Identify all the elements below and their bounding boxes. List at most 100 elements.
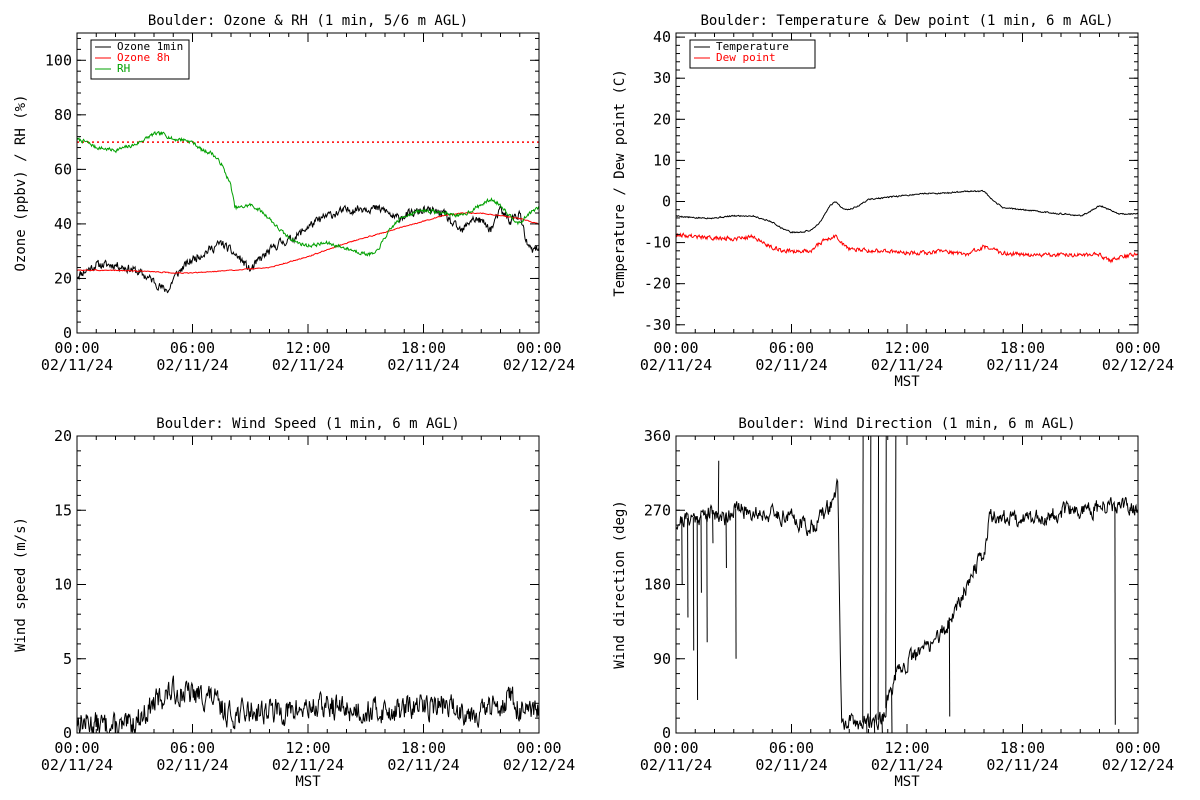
wind_speed-y-tick-label: 0 bbox=[63, 724, 72, 742]
wind_speed-y-tick-label: 20 bbox=[54, 427, 72, 445]
wind_speed-title: Boulder: Wind Speed (1 min, 6 m AGL) bbox=[156, 416, 459, 432]
temperature-plot-area bbox=[676, 189, 1138, 264]
temperature-y-tick-label: 10 bbox=[653, 151, 671, 169]
wind_speed-y-axis-label: Wind speed (m/s) bbox=[13, 517, 29, 652]
wind_direction-x-axis-label: MST bbox=[894, 774, 920, 790]
temperature-x-tick-label-time: 00:00 bbox=[653, 339, 698, 357]
temperature-panel: Boulder: Temperature & Dew point (1 min,… bbox=[612, 13, 1174, 390]
temperature-legend-label: Dew point bbox=[716, 51, 776, 64]
wind_speed-x-tick-label-time: 00:00 bbox=[516, 739, 561, 757]
wind_speed-x-tick-label-time: 12:00 bbox=[285, 739, 330, 757]
ozone-y-axis-label: Ozone (ppbv) / RH (%) bbox=[13, 94, 29, 271]
ozone-legend-label: Ozone 8h bbox=[117, 51, 170, 64]
ozone-x-tick-label-time: 18:00 bbox=[401, 339, 446, 357]
temperature-title: Boulder: Temperature & Dew point (1 min,… bbox=[700, 13, 1113, 29]
temperature-y-tick-label: 30 bbox=[653, 69, 671, 87]
wind_speed-axes-frame bbox=[76, 435, 540, 734]
ozone-y-tick-label: 60 bbox=[54, 160, 72, 178]
wind_speed-y-tick-label: 5 bbox=[63, 650, 72, 668]
ozone-legend-label: RH bbox=[117, 62, 130, 75]
wind_direction-x-tick-label-time: 12:00 bbox=[884, 739, 929, 757]
ozone-x-tick-label-date: 02/12/24 bbox=[503, 356, 575, 374]
wind_direction-y-tick-label: 180 bbox=[644, 576, 671, 594]
ozone-x-tick-label-time: 00:00 bbox=[54, 339, 99, 357]
wind_speed-y-tick-label: 10 bbox=[54, 576, 72, 594]
ozone-x-tick-label-time: 06:00 bbox=[170, 339, 215, 357]
wind_speed-x-tick-label-date: 02/11/24 bbox=[41, 756, 113, 774]
wind_direction-panel: Boulder: Wind Direction (1 min, 6 m AGL)… bbox=[612, 416, 1174, 790]
wind_speed-x-tick-label-date: 02/12/24 bbox=[503, 756, 575, 774]
wind_direction-x-tick-label-date: 02/11/24 bbox=[755, 756, 827, 774]
wind_direction-plot-area bbox=[676, 436, 1138, 733]
ozone-legend-label: Ozone 1min bbox=[117, 40, 183, 53]
temperature-x-tick-label-time: 12:00 bbox=[884, 339, 929, 357]
wind_direction-line-series-0 bbox=[676, 477, 1138, 731]
ozone-y-tick-label: 100 bbox=[45, 51, 72, 69]
wind_direction-x-tick-label-time: 06:00 bbox=[769, 739, 814, 757]
ozone-x-tick-label-date: 02/11/24 bbox=[272, 356, 344, 374]
wind_speed-panel: Boulder: Wind Speed (1 min, 6 m AGL) 0 5 10… bbox=[13, 416, 575, 790]
temperature-y-axis-label: Temperature / Dew point (C) bbox=[612, 69, 628, 297]
wind_speed-x-tick-label-date: 02/11/24 bbox=[156, 756, 228, 774]
wind_speed-plot-area bbox=[77, 675, 539, 733]
temperature-y-tick-label: -30 bbox=[644, 316, 671, 334]
ozone-line-ozone-1min bbox=[77, 204, 539, 294]
temperature-x-tick-label-date: 02/12/24 bbox=[1102, 356, 1174, 374]
ozone-y-tick-label: 20 bbox=[54, 269, 72, 287]
temperature-legend-label: Temperature bbox=[716, 40, 789, 53]
temperature-x-tick-label-date: 02/11/24 bbox=[755, 356, 827, 374]
temperature-x-tick-label-time: 06:00 bbox=[769, 339, 814, 357]
wind_direction-x-tick-label-date: 02/11/24 bbox=[986, 756, 1058, 774]
wind_direction-x-tick-label-date: 02/12/24 bbox=[1102, 756, 1174, 774]
temperature-x-tick-label-date: 02/11/24 bbox=[986, 356, 1058, 374]
wind_speed-x-tick-label-time: 18:00 bbox=[401, 739, 446, 757]
ozone-x-tick-label-date: 02/11/24 bbox=[156, 356, 228, 374]
wind_direction-x-tick-label-time: 00:00 bbox=[653, 739, 698, 757]
wind_direction-title: Boulder: Wind Direction (1 min, 6 m AGL) bbox=[738, 416, 1075, 432]
wind_speed-x-axis-label: MST bbox=[295, 774, 321, 790]
temperature-y-tick-label: 20 bbox=[653, 110, 671, 128]
wind_direction-y-tick-label: 270 bbox=[644, 501, 671, 519]
wind_speed-x-tick-label-date: 02/11/24 bbox=[387, 756, 459, 774]
ozone-y-tick-label: 0 bbox=[63, 324, 72, 342]
temperature-y-tick-label: 40 bbox=[653, 28, 671, 46]
ozone-panel: Boulder: Ozone & RH (1 min, 5/6 m AGL)02… bbox=[13, 13, 575, 374]
ozone-x-tick-label-time: 00:00 bbox=[516, 339, 561, 357]
ozone-x-tick-label-date: 02/11/24 bbox=[387, 356, 459, 374]
wind_direction-y-tick-label: 90 bbox=[653, 650, 671, 668]
wind_speed-line-series-0 bbox=[77, 675, 539, 733]
wind_direction-y-tick-label: 360 bbox=[644, 427, 671, 445]
wind_direction-y-axis-label: Wind direction (deg) bbox=[612, 500, 628, 669]
wind_direction-x-tick-label-time: 18:00 bbox=[1000, 739, 1045, 757]
wind_direction-x-tick-label-date: 02/11/24 bbox=[640, 756, 712, 774]
temperature-x-tick-label-time: 00:00 bbox=[1115, 339, 1160, 357]
ozone-x-tick-label-time: 12:00 bbox=[285, 339, 330, 357]
wind_direction-y-tick-label: 0 bbox=[662, 724, 671, 742]
wind_speed-x-tick-label-time: 06:00 bbox=[170, 739, 215, 757]
temperature-x-tick-label-date: 02/11/24 bbox=[640, 356, 712, 374]
wind_direction-axes-frame bbox=[675, 435, 1139, 734]
ozone-title: Boulder: Ozone & RH (1 min, 5/6 m AGL) bbox=[148, 13, 468, 29]
temperature-line-temperature bbox=[676, 189, 1138, 234]
ozone-y-tick-label: 80 bbox=[54, 106, 72, 124]
temperature-y-tick-label: -10 bbox=[644, 234, 671, 252]
temperature-x-axis-label: MST bbox=[894, 374, 920, 390]
temperature-x-tick-label-time: 18:00 bbox=[1000, 339, 1045, 357]
wind_direction-x-tick-label-date: 02/11/24 bbox=[871, 756, 943, 774]
wind_speed-x-tick-label-time: 00:00 bbox=[54, 739, 99, 757]
temperature-y-tick-label: 0 bbox=[662, 192, 671, 210]
temperature-x-tick-label-date: 02/11/24 bbox=[871, 356, 943, 374]
temperature-line-dew-point bbox=[676, 232, 1138, 264]
ozone-x-tick-label-date: 02/11/24 bbox=[41, 356, 113, 374]
ozone-line-rh bbox=[77, 130, 539, 257]
temperature-y-tick-label: -20 bbox=[644, 275, 671, 293]
wind_speed-x-tick-label-date: 02/11/24 bbox=[272, 756, 344, 774]
temperature-legend-box bbox=[689, 39, 816, 69]
temperature-axes-frame bbox=[675, 32, 1139, 334]
ozone-line-ozone-8h bbox=[77, 212, 539, 274]
ozone-y-tick-label: 40 bbox=[54, 215, 72, 233]
wind_direction-x-tick-label-time: 00:00 bbox=[1115, 739, 1160, 757]
